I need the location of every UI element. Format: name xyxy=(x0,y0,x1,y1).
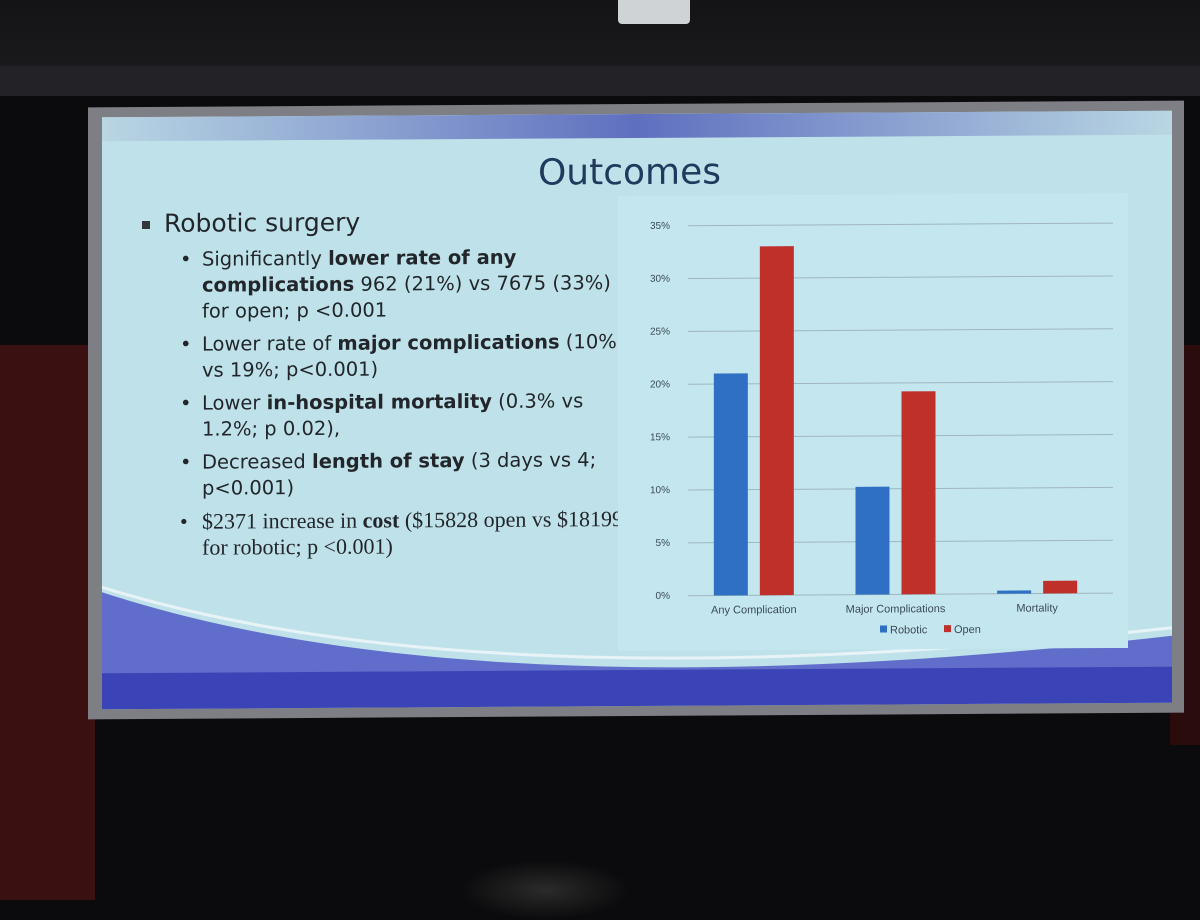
gridline xyxy=(688,539,1113,544)
sub-bullet-item: Significantly lower rate of any complica… xyxy=(180,244,635,325)
y-tick-label: 25% xyxy=(650,327,670,338)
gridline xyxy=(688,275,1113,280)
bar-open-1 xyxy=(901,391,936,595)
legend-swatch-robotic xyxy=(880,625,887,633)
y-tick-label: 20% xyxy=(650,379,670,390)
sub-bullet-list: Significantly lower rate of any complica… xyxy=(180,244,635,568)
bullet-text: Lower xyxy=(202,391,267,415)
slide-bottom-band xyxy=(102,666,1172,710)
legend-label: Robotic xyxy=(890,624,928,636)
gridline xyxy=(688,434,1113,438)
bullet-text: Significantly xyxy=(202,246,329,271)
projector xyxy=(618,0,690,24)
slide-title: Outcomes xyxy=(537,151,722,194)
bar-chart: 0% 5% 10% 15% 20% 25% 30% 35% Any Complication Ma… xyxy=(618,193,1128,652)
y-tick-label: 30% xyxy=(650,274,670,285)
y-tick-label: 35% xyxy=(650,221,670,232)
square-bullet-icon xyxy=(142,220,150,230)
gridline xyxy=(688,486,1113,491)
bold-text: in-hospital mortality xyxy=(266,389,492,415)
bar-open-0 xyxy=(759,246,794,596)
x-category-label: Any Complication xyxy=(711,604,797,617)
slide-top-band xyxy=(102,110,1172,142)
x-category-label: Mortality xyxy=(1016,602,1058,614)
red-wall-left xyxy=(0,345,95,900)
x-category-label: Major Complications xyxy=(846,603,946,616)
presentation-slide: Outcomes Robotic surgery Significantly l… xyxy=(102,110,1172,710)
bar-robotic-2 xyxy=(997,590,1032,594)
y-tick-label: 15% xyxy=(650,432,670,443)
legend-label: Open xyxy=(954,624,981,636)
bar-open-2 xyxy=(1043,580,1078,594)
sub-bullet-item: $2371 increase in cost ($15828 open vs $… xyxy=(180,506,635,561)
ceiling-beam xyxy=(0,66,1200,96)
legend-swatch-open xyxy=(944,625,951,633)
main-bullet-text: Robotic surgery xyxy=(164,207,361,238)
bar-robotic-1 xyxy=(855,486,890,595)
gridline xyxy=(688,592,1113,597)
bar-robotic-0 xyxy=(713,373,748,596)
sub-bullet-item: Lower rate of major complications (10% v… xyxy=(180,329,635,384)
sub-bullet-item: Lower in-hospital mortality (0.3% vs 1.2… xyxy=(180,388,635,443)
bullet-text: Decreased xyxy=(202,449,313,474)
bold-text: length of stay xyxy=(312,449,465,473)
y-tick-label: 5% xyxy=(656,538,671,549)
sub-bullet-item: Decreased length of stay (3 days vs 4; p… xyxy=(180,447,635,502)
y-tick-label: 10% xyxy=(650,485,670,496)
gridline xyxy=(688,328,1113,332)
audience-head xyxy=(460,860,630,920)
gridline xyxy=(688,381,1113,385)
bullet-text: $2371 increase in xyxy=(202,507,363,534)
main-bullet: Robotic surgery xyxy=(142,208,360,238)
bold-text: major complications xyxy=(337,330,560,355)
bold-text: cost xyxy=(362,507,400,533)
y-tick-label: 0% xyxy=(656,591,671,602)
bullet-text: Lower rate of xyxy=(202,331,338,356)
bar-chart-svg: 0% 5% 10% 15% 20% 25% 30% 35% Any Complication Ma… xyxy=(618,193,1128,652)
gridline xyxy=(688,222,1113,227)
